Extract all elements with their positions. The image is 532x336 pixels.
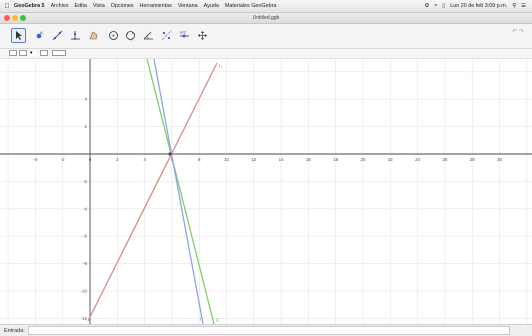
menu-edita[interactable]: Edita [74, 3, 87, 9]
toolbar: A a=2 ↶ ↷ [0, 24, 532, 49]
svg-text:A: A [40, 30, 43, 35]
x-tick-label: 10 [224, 157, 230, 162]
apple-menu-icon[interactable]:  [0, 3, 14, 10]
zoom-window-button[interactable] [20, 15, 26, 21]
slider-icon: a=2 [180, 31, 189, 38]
angle-icon [143, 31, 153, 40]
y-tick-label: -2 [83, 179, 87, 184]
x-tick-label: 22 [388, 157, 394, 162]
circle-three-points-icon [126, 31, 135, 41]
y-tick-label: -4 [83, 206, 87, 211]
x-tick-label: 0 [89, 157, 92, 162]
y-tick-label: -12 [80, 316, 87, 321]
lines-green-label: g [216, 317, 219, 323]
lines-blue-line[interactable] [153, 58, 204, 325]
y-tick-label: -6 [83, 234, 87, 239]
wifi-icon[interactable]: ≈ [434, 3, 438, 9]
polygon-icon [89, 31, 98, 40]
y-tick-label: 2 [84, 124, 87, 129]
style-bar: ▾ [0, 49, 532, 59]
arrow-cursor-icon [16, 31, 22, 40]
point-tool-button[interactable]: A [32, 28, 47, 43]
lines: h g f [87, 58, 222, 325]
point-icon: A [36, 30, 43, 39]
input-field[interactable] [27, 326, 510, 335]
reflect-tool-button[interactable] [159, 28, 174, 43]
y-tick-label: 4 [84, 97, 87, 102]
clock[interactable]: Lun 20 de feb 3:09 p.m. [450, 3, 508, 9]
intersection-point[interactable] [168, 152, 172, 156]
x-axis-tick-labels: -4-2024681012141618202224262830 [33, 157, 502, 162]
minimize-window-button[interactable] [12, 15, 18, 21]
x-tick-label: 26 [442, 157, 448, 162]
x-tick-label: 2 [116, 157, 119, 162]
graphics-view[interactable]: -4-2024681012141618202224262830 42-2-4-6… [0, 58, 532, 325]
menu-vista[interactable]: Vista [92, 3, 105, 9]
menu-opciones[interactable]: Opciones [110, 3, 134, 9]
slider-tool-button[interactable]: a=2 [177, 28, 192, 43]
angle-tool-button[interactable] [141, 28, 156, 43]
move-graphics-tool-button[interactable] [195, 28, 210, 43]
x-tick-label: -4 [33, 157, 37, 162]
undo-icon[interactable]: ↶ [512, 29, 518, 35]
menu-bar:  GeoGebra 5 Archivo Edita Vista Opcione… [0, 0, 532, 13]
lines-blue-label: f [200, 317, 202, 323]
object-style-button[interactable] [52, 50, 66, 56]
perpendicular-tool-button[interactable] [68, 28, 83, 43]
toggle-grid-button[interactable] [19, 50, 27, 56]
menu-archivo[interactable]: Archivo [50, 3, 69, 9]
circle-tool-button[interactable] [106, 28, 121, 43]
input-label: Entrada: [4, 327, 25, 334]
lines-green-line[interactable] [146, 58, 215, 325]
lines-red-label: h [219, 64, 222, 70]
x-tick-label: 16 [306, 157, 312, 162]
y-tick-label: -10 [80, 289, 87, 294]
standard-view-button[interactable] [40, 50, 48, 56]
x-tick-label: 18 [333, 157, 339, 162]
x-tick-label: 20 [360, 157, 366, 162]
line-tool-button[interactable] [50, 28, 65, 43]
x-tick-label: 30 [497, 157, 503, 162]
move-tool-button[interactable] [11, 28, 26, 43]
close-window-button[interactable] [4, 15, 10, 21]
control-center-icon[interactable]: ⚙ [424, 3, 430, 9]
menu-herramientas[interactable]: Herramientas [139, 3, 172, 9]
window-title: Untitled.ggb [252, 15, 280, 21]
circle-three-points-tool-button[interactable] [123, 28, 138, 43]
graphics-canvas[interactable]: -4-2024681012141618202224262830 42-2-4-6… [0, 58, 532, 325]
redo-icon[interactable]: ↷ [518, 29, 524, 35]
x-tick-label: 8 [198, 157, 201, 162]
x-tick-label: 28 [470, 157, 476, 162]
battery-icon[interactable]: ▯ [442, 3, 446, 9]
move-graphics-icon [198, 31, 207, 40]
x-tick-label: 4 [143, 157, 146, 162]
input-bar: Entrada: [0, 324, 532, 336]
y-tick-label: -8 [83, 261, 87, 266]
axes [0, 59, 532, 324]
menu-materiales[interactable]: Materiales GeoGebra [224, 3, 277, 9]
menu-ventana[interactable]: Ventana [177, 3, 198, 9]
line-icon [52, 30, 63, 41]
point-capture-icon[interactable]: ▾ [30, 50, 36, 56]
x-tick-label: 14 [279, 157, 285, 162]
lines-red-line[interactable] [87, 62, 218, 322]
x-tick-label: 24 [415, 157, 421, 162]
svg-text:a=2: a=2 [180, 31, 186, 35]
grid [0, 59, 532, 324]
menu-ayuda[interactable]: Ayuda [203, 3, 219, 9]
undo-redo-panel: ↶ ↷ [510, 28, 526, 42]
reflect-icon [161, 30, 172, 41]
toggle-axes-button[interactable] [9, 50, 17, 56]
search-icon[interactable]: ⚲ [512, 3, 517, 9]
x-tick-label: 12 [251, 157, 257, 162]
polygon-tool-button[interactable] [86, 28, 101, 43]
window-title-bar: Untitled.ggb [0, 13, 532, 24]
x-tick-label: -2 [61, 157, 65, 162]
y-axis-tick-labels: 4 2 -2 -4 -6 -8 -10 -12 [80, 97, 87, 321]
notification-center-icon[interactable]: ☰ [521, 3, 526, 9]
circle-icon [109, 31, 118, 40]
menu-app-name[interactable]: GeoGebra 5 [14, 3, 45, 9]
perpendicular-line-icon [71, 31, 80, 40]
